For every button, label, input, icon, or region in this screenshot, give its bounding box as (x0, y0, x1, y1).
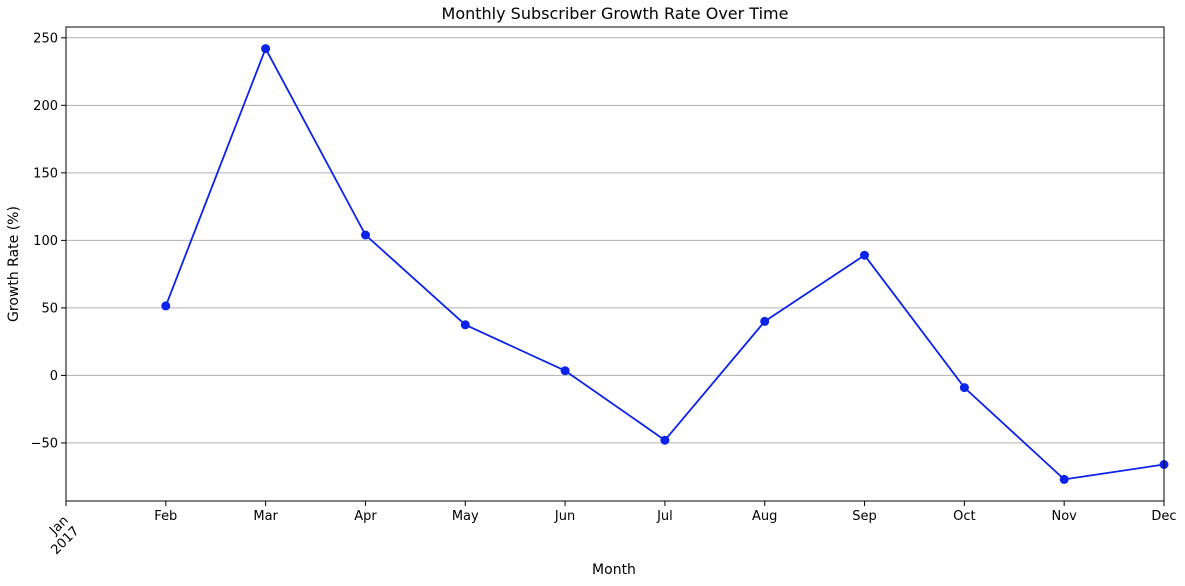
x-tick-label: Sep (852, 509, 877, 524)
y-tick-label: 100 (33, 234, 58, 249)
x-tick-label: Mar (253, 509, 278, 524)
x-tick-label: Nov (1051, 509, 1077, 524)
x-tick-label: Jun (554, 509, 575, 524)
y-tick-label: 150 (33, 166, 58, 181)
data-point (660, 435, 670, 445)
x-tick-label: May (452, 509, 479, 524)
data-point (161, 301, 171, 311)
y-axis-label: Growth Rate (%) (6, 206, 22, 322)
x-tick-label: Aug (752, 509, 777, 524)
plot-frame (65, 26, 1165, 502)
y-tick-label: 0 (50, 369, 58, 384)
data-point (760, 316, 770, 326)
x-tick-label: Apr (354, 509, 377, 524)
y-axis-ticks: −50 0 50 100 150 200 250 (31, 31, 66, 451)
x-axis-label: Month (592, 562, 636, 578)
x-tick-label: Feb (154, 509, 177, 524)
data-point (959, 383, 969, 393)
data-point (261, 44, 271, 54)
data-series (161, 44, 1169, 484)
y-tick-label: 200 (33, 99, 58, 114)
x-tick-label: Jul (656, 509, 673, 524)
data-point (1059, 474, 1069, 484)
data-point (860, 250, 869, 260)
y-tick-label: 250 (33, 31, 58, 46)
y-tick-label: −50 (31, 436, 58, 451)
data-point (560, 366, 570, 376)
x-axis-ticks: Jan2017 Feb Mar Apr May Jun Jul Aug Sep Oct Nov Dec (38, 501, 1177, 558)
grid-lines (66, 37, 1164, 444)
chart-title: Monthly Subscriber Growth Rate Over Time (442, 4, 789, 23)
y-tick-label: 50 (41, 301, 58, 316)
x-tick-label: Oct (953, 509, 975, 524)
series-line (164, 47, 1165, 481)
data-point (460, 320, 470, 330)
data-point (361, 230, 370, 240)
x-tick-label: Jan2017 (38, 513, 83, 558)
x-tick-label: Dec (1151, 509, 1176, 524)
